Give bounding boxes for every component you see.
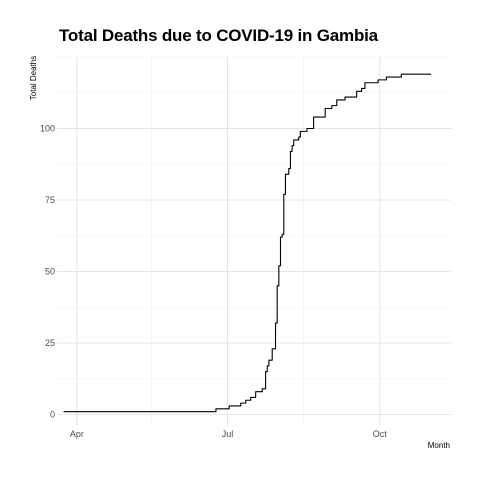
- y-tick-label: 0: [50, 410, 55, 420]
- chart-title: Total Deaths due to COVID-19 in Gambia: [59, 26, 378, 45]
- x-tick-label: Oct: [373, 429, 388, 439]
- x-tick-label: Apr: [70, 429, 84, 439]
- x-tick-label: Jul: [222, 429, 234, 439]
- series-line: [63, 73, 432, 413]
- y-tick-label: 100: [40, 124, 55, 134]
- y-axis-label: Total Deaths: [29, 56, 38, 100]
- y-tick-label: 50: [45, 267, 55, 277]
- y-tick-label: 75: [45, 195, 55, 205]
- y-tick-label: 25: [45, 338, 55, 348]
- x-axis-label: Month: [428, 441, 450, 450]
